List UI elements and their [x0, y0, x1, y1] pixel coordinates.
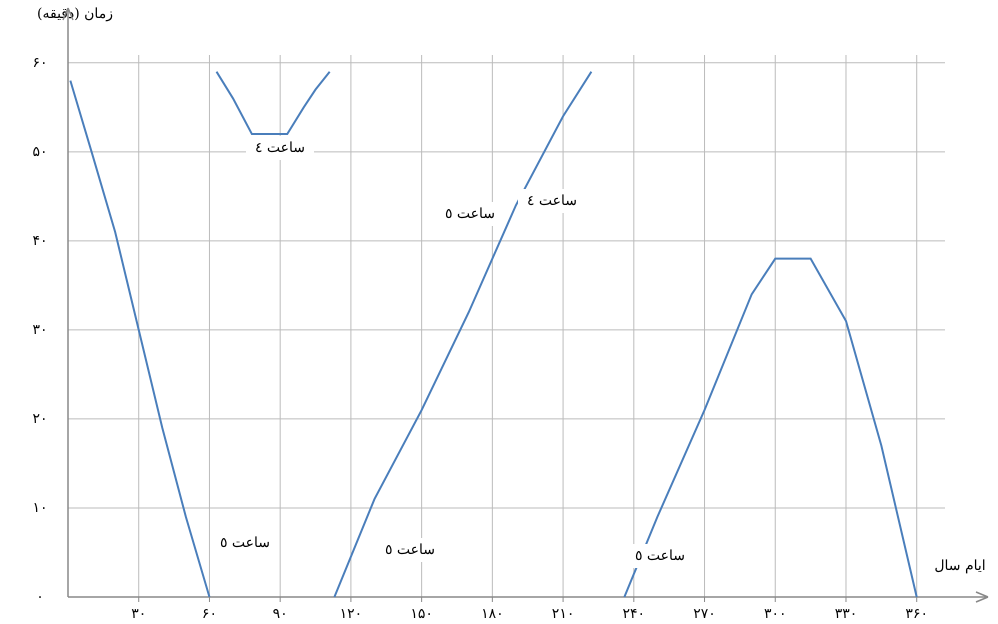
- annotation-bg: [376, 538, 444, 562]
- y-tick-label: ۳۰: [32, 322, 47, 338]
- y-tick-label: ۰: [36, 589, 44, 605]
- y-tick-label: ۶۰: [32, 55, 47, 71]
- x-tick-label: ۲۴۰: [623, 606, 646, 622]
- x-tick-label: ۶۰: [202, 606, 217, 622]
- y-tick-label: ۴۰: [32, 233, 47, 249]
- annotation: ساعت ٥: [445, 206, 495, 222]
- y-axis-label: زمان (دقیقه): [37, 6, 113, 22]
- annotation: ساعت ٤: [527, 193, 577, 209]
- annotation-bg: [246, 136, 314, 160]
- x-tick-label: ۲۱۰: [552, 606, 575, 622]
- x-tick-label: ۱۸۰: [481, 606, 504, 622]
- x-tick-label: ۱۵۰: [410, 606, 433, 622]
- annotation-bg: [436, 202, 504, 226]
- annotation: ساعت ٥: [385, 542, 435, 558]
- y-tick-label: ۵۰: [32, 144, 47, 160]
- y-axis-arrow: [62, 7, 74, 21]
- y-tick-label: ۲۰: [32, 411, 47, 427]
- annotation-bg: [211, 531, 279, 555]
- x-tick-label: ۳۰۰: [764, 606, 787, 622]
- x-tick-label: ۲۷۰: [693, 606, 716, 622]
- annotation: ساعت ٥: [635, 548, 685, 564]
- annotation: ساعت ٤: [255, 140, 305, 156]
- x-axis-arrow: [975, 591, 989, 603]
- annotation: ساعت ٥: [220, 535, 270, 551]
- x-axis-label: ایام سال: [934, 558, 985, 574]
- x-tick-label: ۳۶۰: [905, 606, 928, 622]
- y-tick-label: ۱۰: [32, 500, 47, 516]
- x-tick-label: ۳۰: [131, 606, 146, 622]
- annotation-bg: [626, 544, 694, 568]
- annotation-bg: [518, 189, 586, 213]
- x-tick-label: ۹۰: [273, 606, 288, 622]
- data-line: [69, 71, 918, 598]
- x-tick-label: ۳۳۰: [835, 606, 858, 622]
- x-tick-label: ۱۲۰: [340, 606, 363, 622]
